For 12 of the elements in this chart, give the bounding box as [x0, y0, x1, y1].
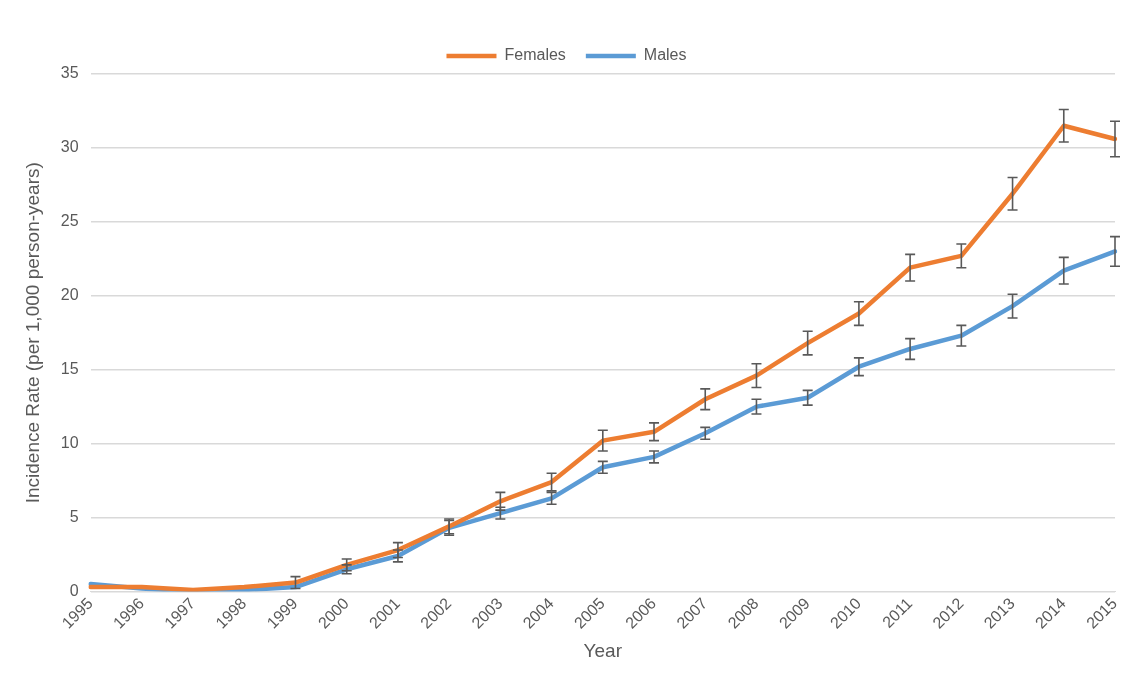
- x-axis-title: Year: [583, 639, 623, 661]
- y-tick-label: 20: [60, 286, 79, 304]
- y-tick-label: 35: [60, 64, 79, 82]
- y-tick-label: 5: [69, 507, 79, 525]
- legend-label: Females: [504, 46, 566, 64]
- y-tick-label: 0: [69, 581, 79, 599]
- y-tick-label: 25: [60, 212, 79, 230]
- y-tick-label: 15: [60, 360, 79, 378]
- y-axis-title: Incidence Rate (per 1,000 person-years): [21, 162, 43, 504]
- legend-label: Males: [643, 46, 687, 64]
- y-tick-label: 10: [60, 434, 79, 452]
- y-tick-label: 30: [60, 138, 79, 156]
